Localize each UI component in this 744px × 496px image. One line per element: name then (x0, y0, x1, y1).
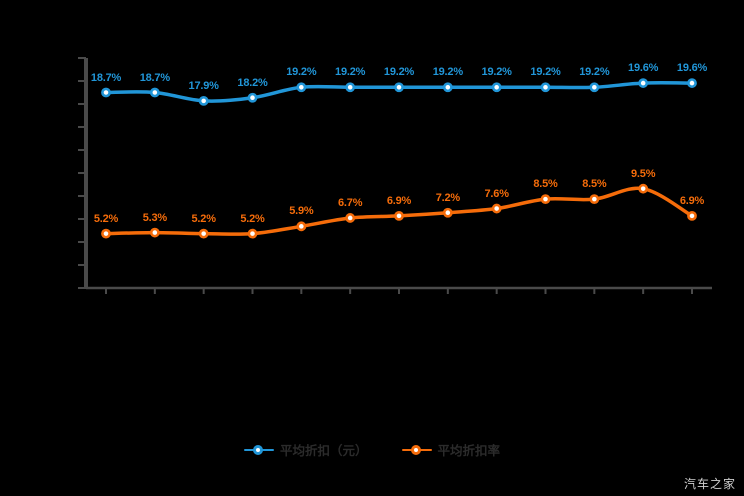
data-label: 8.5% (533, 178, 558, 191)
data-label: 7.2% (435, 191, 460, 204)
data-label: 18.2% (237, 76, 268, 89)
data-label: 6.7% (338, 196, 363, 209)
series-markers-blue (101, 78, 697, 106)
data-point-marker[interactable] (589, 82, 600, 93)
data-point-marker[interactable] (638, 183, 649, 194)
legend-label-1: 平均折扣率 (437, 444, 501, 458)
chart-legend: 平均折扣（元） 平均折扣率 (0, 440, 744, 459)
legend-item-1[interactable]: 平均折扣率 (401, 440, 501, 459)
data-label: 19.6% (628, 62, 659, 75)
data-label: 9.5% (631, 167, 656, 180)
data-label: 19.2% (286, 66, 317, 79)
legend-item-0[interactable]: 平均折扣（元） (243, 440, 368, 459)
data-point-marker[interactable] (345, 213, 356, 223)
data-point-marker[interactable] (540, 194, 551, 205)
data-point-marker[interactable] (296, 221, 307, 232)
data-label: 19.2% (432, 66, 463, 79)
watermark: 汽车之家 (683, 477, 736, 491)
data-point-marker[interactable] (589, 194, 600, 205)
y-axis-ticks (78, 57, 86, 289)
data-point-marker[interactable] (101, 87, 111, 98)
data-label: 7.6% (484, 187, 509, 200)
data-point-marker[interactable] (394, 82, 404, 93)
data-point-marker[interactable] (296, 82, 307, 93)
data-point-marker[interactable] (638, 78, 649, 88)
data-label: 18.7% (139, 71, 170, 84)
data-point-marker[interactable] (198, 228, 209, 239)
line-circle-marker-icon (243, 443, 274, 457)
data-point-marker[interactable] (345, 82, 356, 93)
data-point-marker[interactable] (149, 227, 160, 238)
data-label: 8.5% (582, 178, 607, 191)
series-markers-orange (101, 183, 697, 239)
data-point-marker[interactable] (198, 95, 209, 106)
data-label: 5.3% (142, 211, 167, 224)
data-label: 19.2% (335, 66, 366, 79)
data-label: 5.2% (240, 212, 265, 225)
data-point-marker[interactable] (149, 87, 160, 98)
data-point-marker[interactable] (687, 78, 697, 88)
legend-label-0: 平均折扣（元） (279, 444, 368, 458)
data-point-marker[interactable] (442, 207, 453, 218)
data-label: 19.2% (481, 66, 512, 79)
data-label: 19.2% (579, 66, 610, 79)
data-point-marker[interactable] (394, 210, 404, 221)
data-label: 19.2% (383, 66, 415, 79)
data-label: 6.9% (386, 194, 412, 207)
data-label: 5.2% (93, 212, 119, 225)
data-label: 19.2% (530, 66, 561, 79)
data-label: 17.9% (188, 79, 219, 92)
data-label: 5.2% (191, 212, 216, 225)
line-circle-marker-icon (401, 443, 432, 457)
data-label: 19.6% (676, 62, 708, 75)
data-label: 18.7% (90, 71, 122, 84)
data-point-marker[interactable] (491, 82, 502, 93)
data-label: 5.9% (289, 205, 314, 218)
x-axis-ticks (105, 288, 693, 294)
data-point-marker[interactable] (687, 210, 697, 221)
data-point-marker[interactable] (247, 228, 258, 239)
data-point-marker[interactable] (247, 92, 258, 103)
data-point-marker[interactable] (101, 228, 111, 239)
data-point-marker[interactable] (442, 82, 453, 93)
data-point-marker[interactable] (491, 203, 502, 214)
data-label: 6.9% (679, 194, 705, 207)
data-point-marker[interactable] (540, 82, 551, 93)
